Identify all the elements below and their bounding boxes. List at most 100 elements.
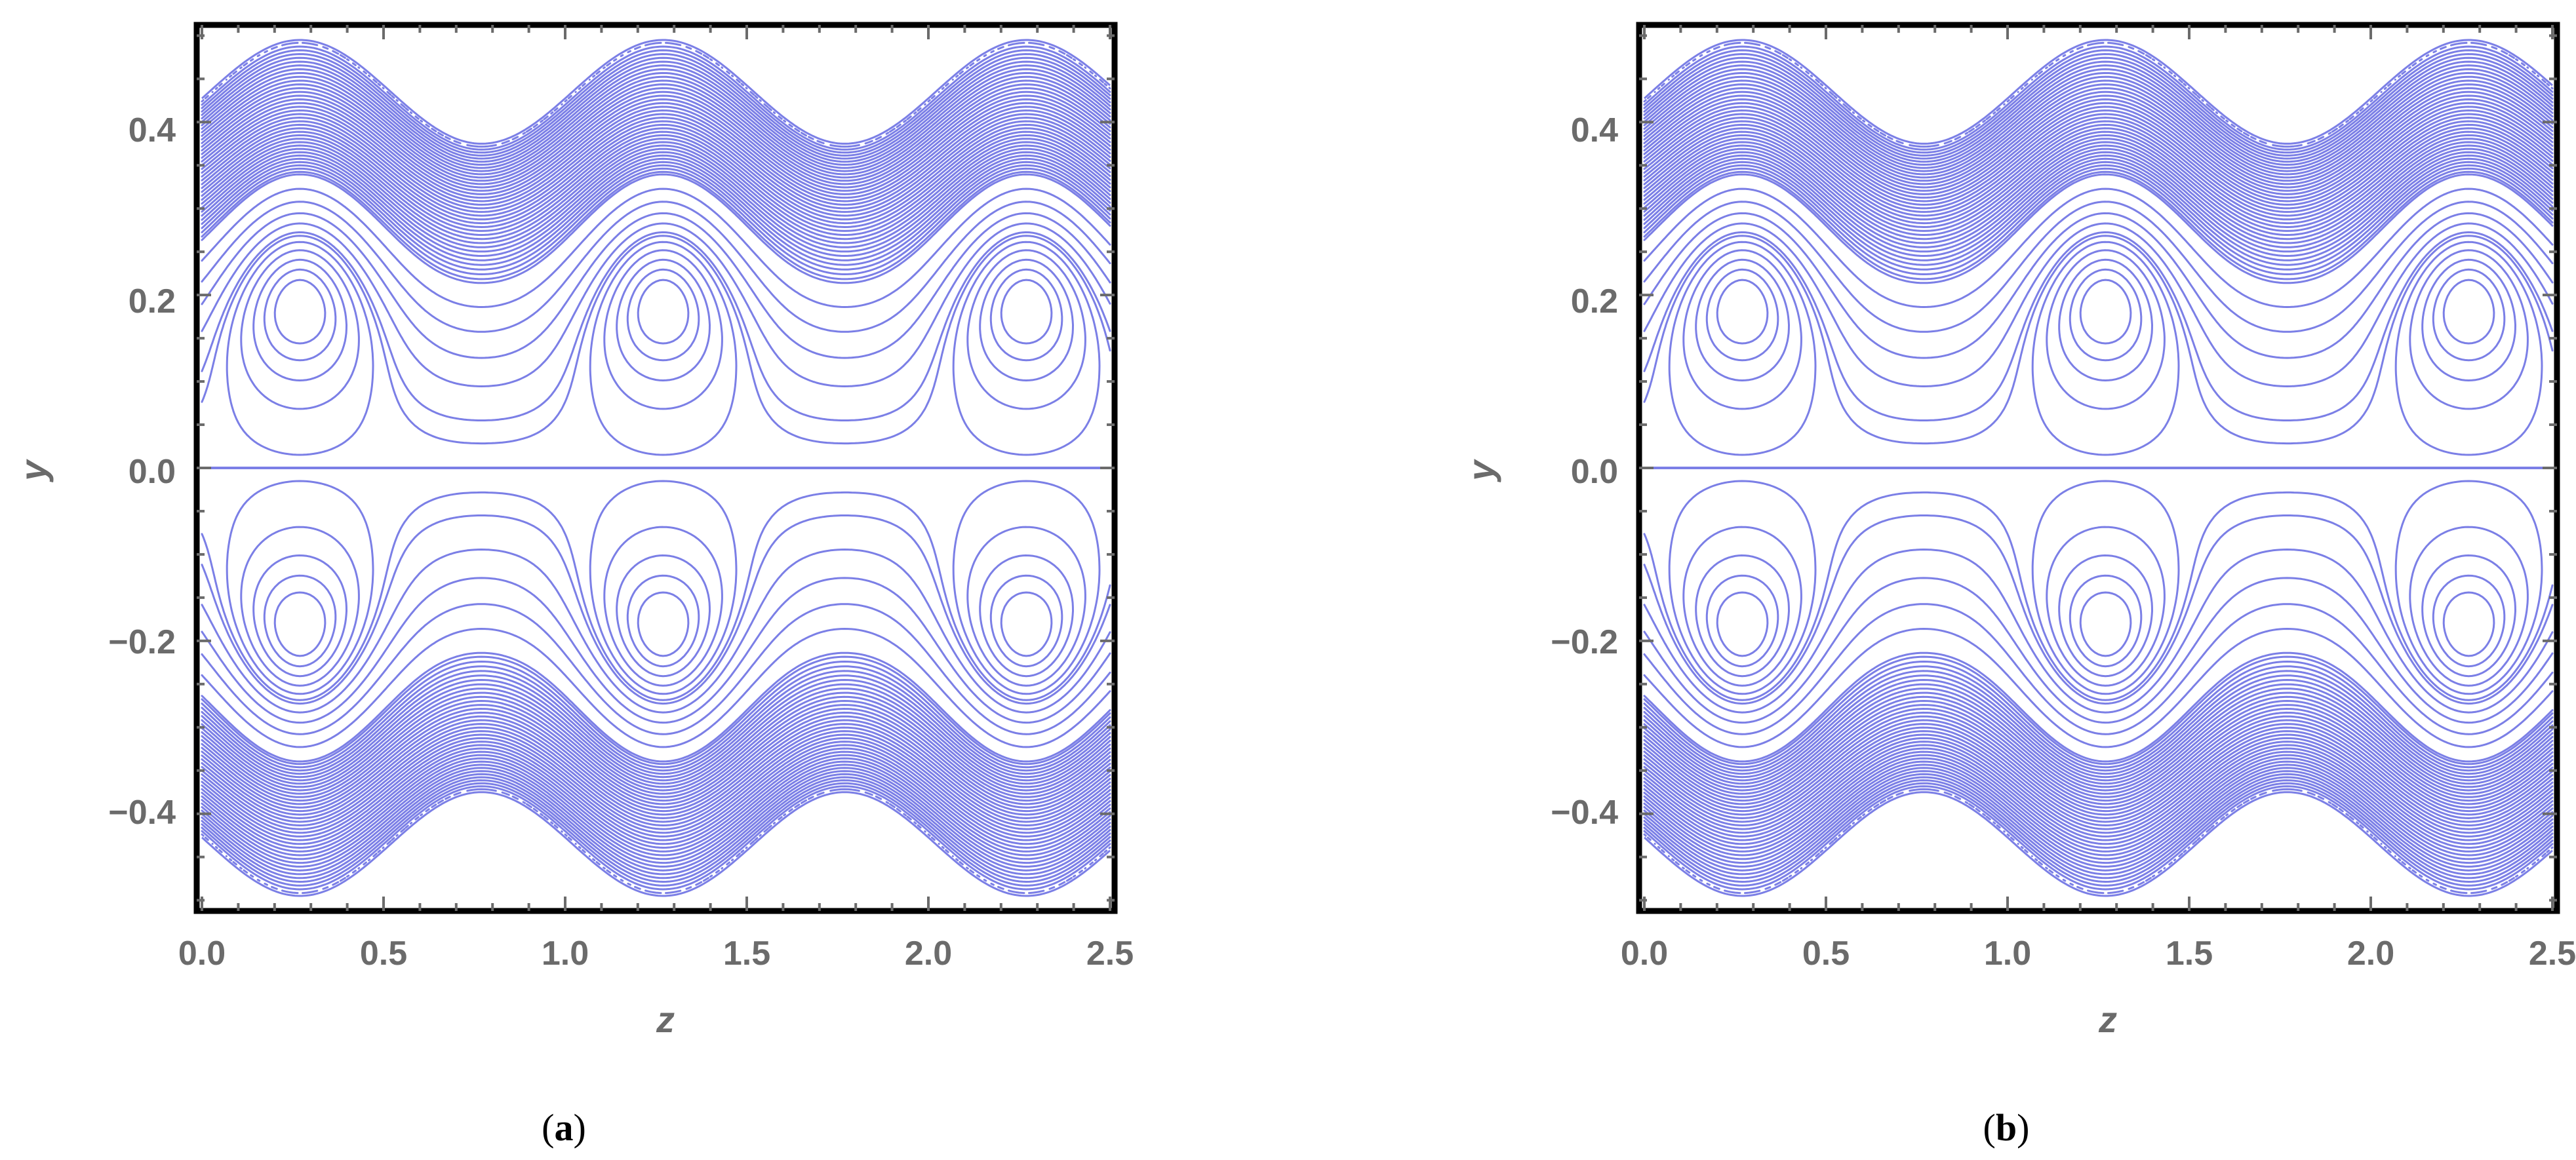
contour-line [1643, 157, 2554, 779]
contour-line [201, 151, 1111, 785]
contour-line [201, 231, 1111, 705]
contour-line [1643, 154, 2554, 782]
contour-line [201, 68, 1111, 868]
x-tick-label: 2.0 [905, 935, 952, 973]
x-tick-label: 0.5 [1802, 935, 1850, 973]
contour-line [1643, 170, 2554, 765]
contour-plot-b [1643, 39, 2554, 897]
contour-line [1643, 167, 2554, 769]
contour-line [1643, 94, 2554, 841]
contour-line [1643, 41, 2554, 895]
contour-line [201, 64, 1111, 872]
contour-line [1643, 106, 2554, 830]
contour-line [201, 167, 1111, 769]
contour-line [201, 106, 1111, 830]
contour-line [1643, 173, 2554, 763]
contour-line [1643, 127, 2554, 809]
contour-line [201, 154, 1111, 782]
contour-line [252, 258, 1074, 678]
x-tick-label: 0.5 [360, 935, 407, 973]
contour-line [1643, 56, 2554, 880]
x-tick-label: 1.0 [1984, 935, 2031, 973]
contour-line [1643, 141, 2554, 795]
contour-line [1682, 249, 2529, 687]
contour-line [201, 113, 1111, 823]
contour-line [201, 130, 1111, 805]
contour-line [1643, 138, 2554, 798]
contour-line [201, 235, 1111, 701]
x-tick-labels-b: 0.0 0.5 1.0 1.5 2.0 2.5 [1621, 935, 2576, 973]
x-axis-label-b: z [2098, 999, 2117, 1040]
y-tick-label: 0.0 [1571, 453, 1618, 491]
contour-line [201, 75, 1111, 860]
contour-line [1643, 130, 2554, 805]
contour-line [1643, 64, 2554, 872]
panel-letter-b: b [1996, 1106, 2017, 1149]
contour-line [201, 56, 1111, 880]
contour-line [201, 83, 1111, 853]
y-tick-label: −0.4 [1551, 794, 1618, 832]
y-tick-label: −0.2 [108, 623, 176, 661]
contour-line [201, 53, 1111, 883]
contour-line [201, 161, 1111, 775]
y-tick-labels-a: 0.4 0.2 0.0 −0.2 −0.4 [108, 111, 176, 832]
contour-line [201, 45, 1111, 891]
y-tick-label: −0.4 [108, 794, 176, 832]
x-tick-label: 1.5 [723, 935, 770, 973]
y-tick-label: −0.2 [1551, 623, 1618, 661]
contour-line [263, 268, 1063, 668]
contour-line [1643, 201, 2554, 735]
x-tick-labels-a: 0.0 0.5 1.0 1.5 2.0 2.5 [178, 935, 1134, 973]
y-tick-label: 0.4 [129, 111, 176, 149]
panel-caption-b: (b) [1983, 1106, 2030, 1149]
panel-b: 0.4 0.2 0.0 −0.2 −0.4 0.0 0.5 1.0 1.5 2.… [1460, 22, 2576, 1149]
contour-line [201, 187, 1111, 748]
x-tick-label: 1.5 [2166, 935, 2213, 973]
contour-line [1643, 164, 2554, 772]
y-tick-label: 0.4 [1571, 111, 1618, 149]
x-tick-label: 2.5 [1086, 935, 1134, 973]
contour-line [201, 71, 1111, 864]
y-tick-label: 0.2 [1571, 282, 1618, 320]
contour-line [201, 120, 1111, 816]
wall-contour-upper [1644, 39, 2553, 145]
contour-line [1643, 187, 2554, 748]
ticks-a [197, 25, 1115, 911]
contour-line [1643, 231, 2554, 705]
panel-a: 0.4 0.2 0.0 −0.2 −0.4 0.0 0.5 1.0 1.5 2.… [12, 22, 1134, 1149]
contour-line [1643, 87, 2554, 849]
contour-line [1643, 109, 2554, 826]
contour-line [1643, 235, 2554, 701]
contour-line [201, 127, 1111, 809]
wall-contour-lower [201, 791, 1111, 897]
contour-line [1643, 144, 2554, 792]
contour-line [201, 147, 1111, 788]
contour-line [201, 170, 1111, 765]
contour-line [1643, 102, 2554, 834]
contour-line [1643, 49, 2554, 887]
contour-line [201, 87, 1111, 849]
y-tick-label: 0.2 [129, 282, 176, 320]
contour-line [1643, 75, 2554, 860]
contour-line [1643, 134, 2554, 802]
contour-line [1643, 113, 2554, 823]
y-axis-label-a: y [12, 459, 54, 483]
contour-line [226, 241, 1101, 695]
contour-line [201, 102, 1111, 834]
y-tick-label: 0.0 [129, 453, 176, 491]
y-tick-labels-b: 0.4 0.2 0.0 −0.2 −0.4 [1551, 111, 1618, 832]
contour-line [1643, 71, 2554, 864]
contour-plot-a [201, 39, 1111, 897]
contour-line [201, 123, 1111, 813]
contour-line [1643, 60, 2554, 876]
contour-line [1643, 147, 2554, 788]
x-tick-label: 2.5 [2529, 935, 2576, 973]
contour-line [1643, 120, 2554, 816]
x-tick-label: 2.0 [2347, 935, 2394, 973]
contour-line [1643, 222, 2554, 714]
panel-letter-a: a [555, 1106, 574, 1149]
contour-line [201, 173, 1111, 763]
contour-line [201, 109, 1111, 826]
contour-line [201, 117, 1111, 819]
